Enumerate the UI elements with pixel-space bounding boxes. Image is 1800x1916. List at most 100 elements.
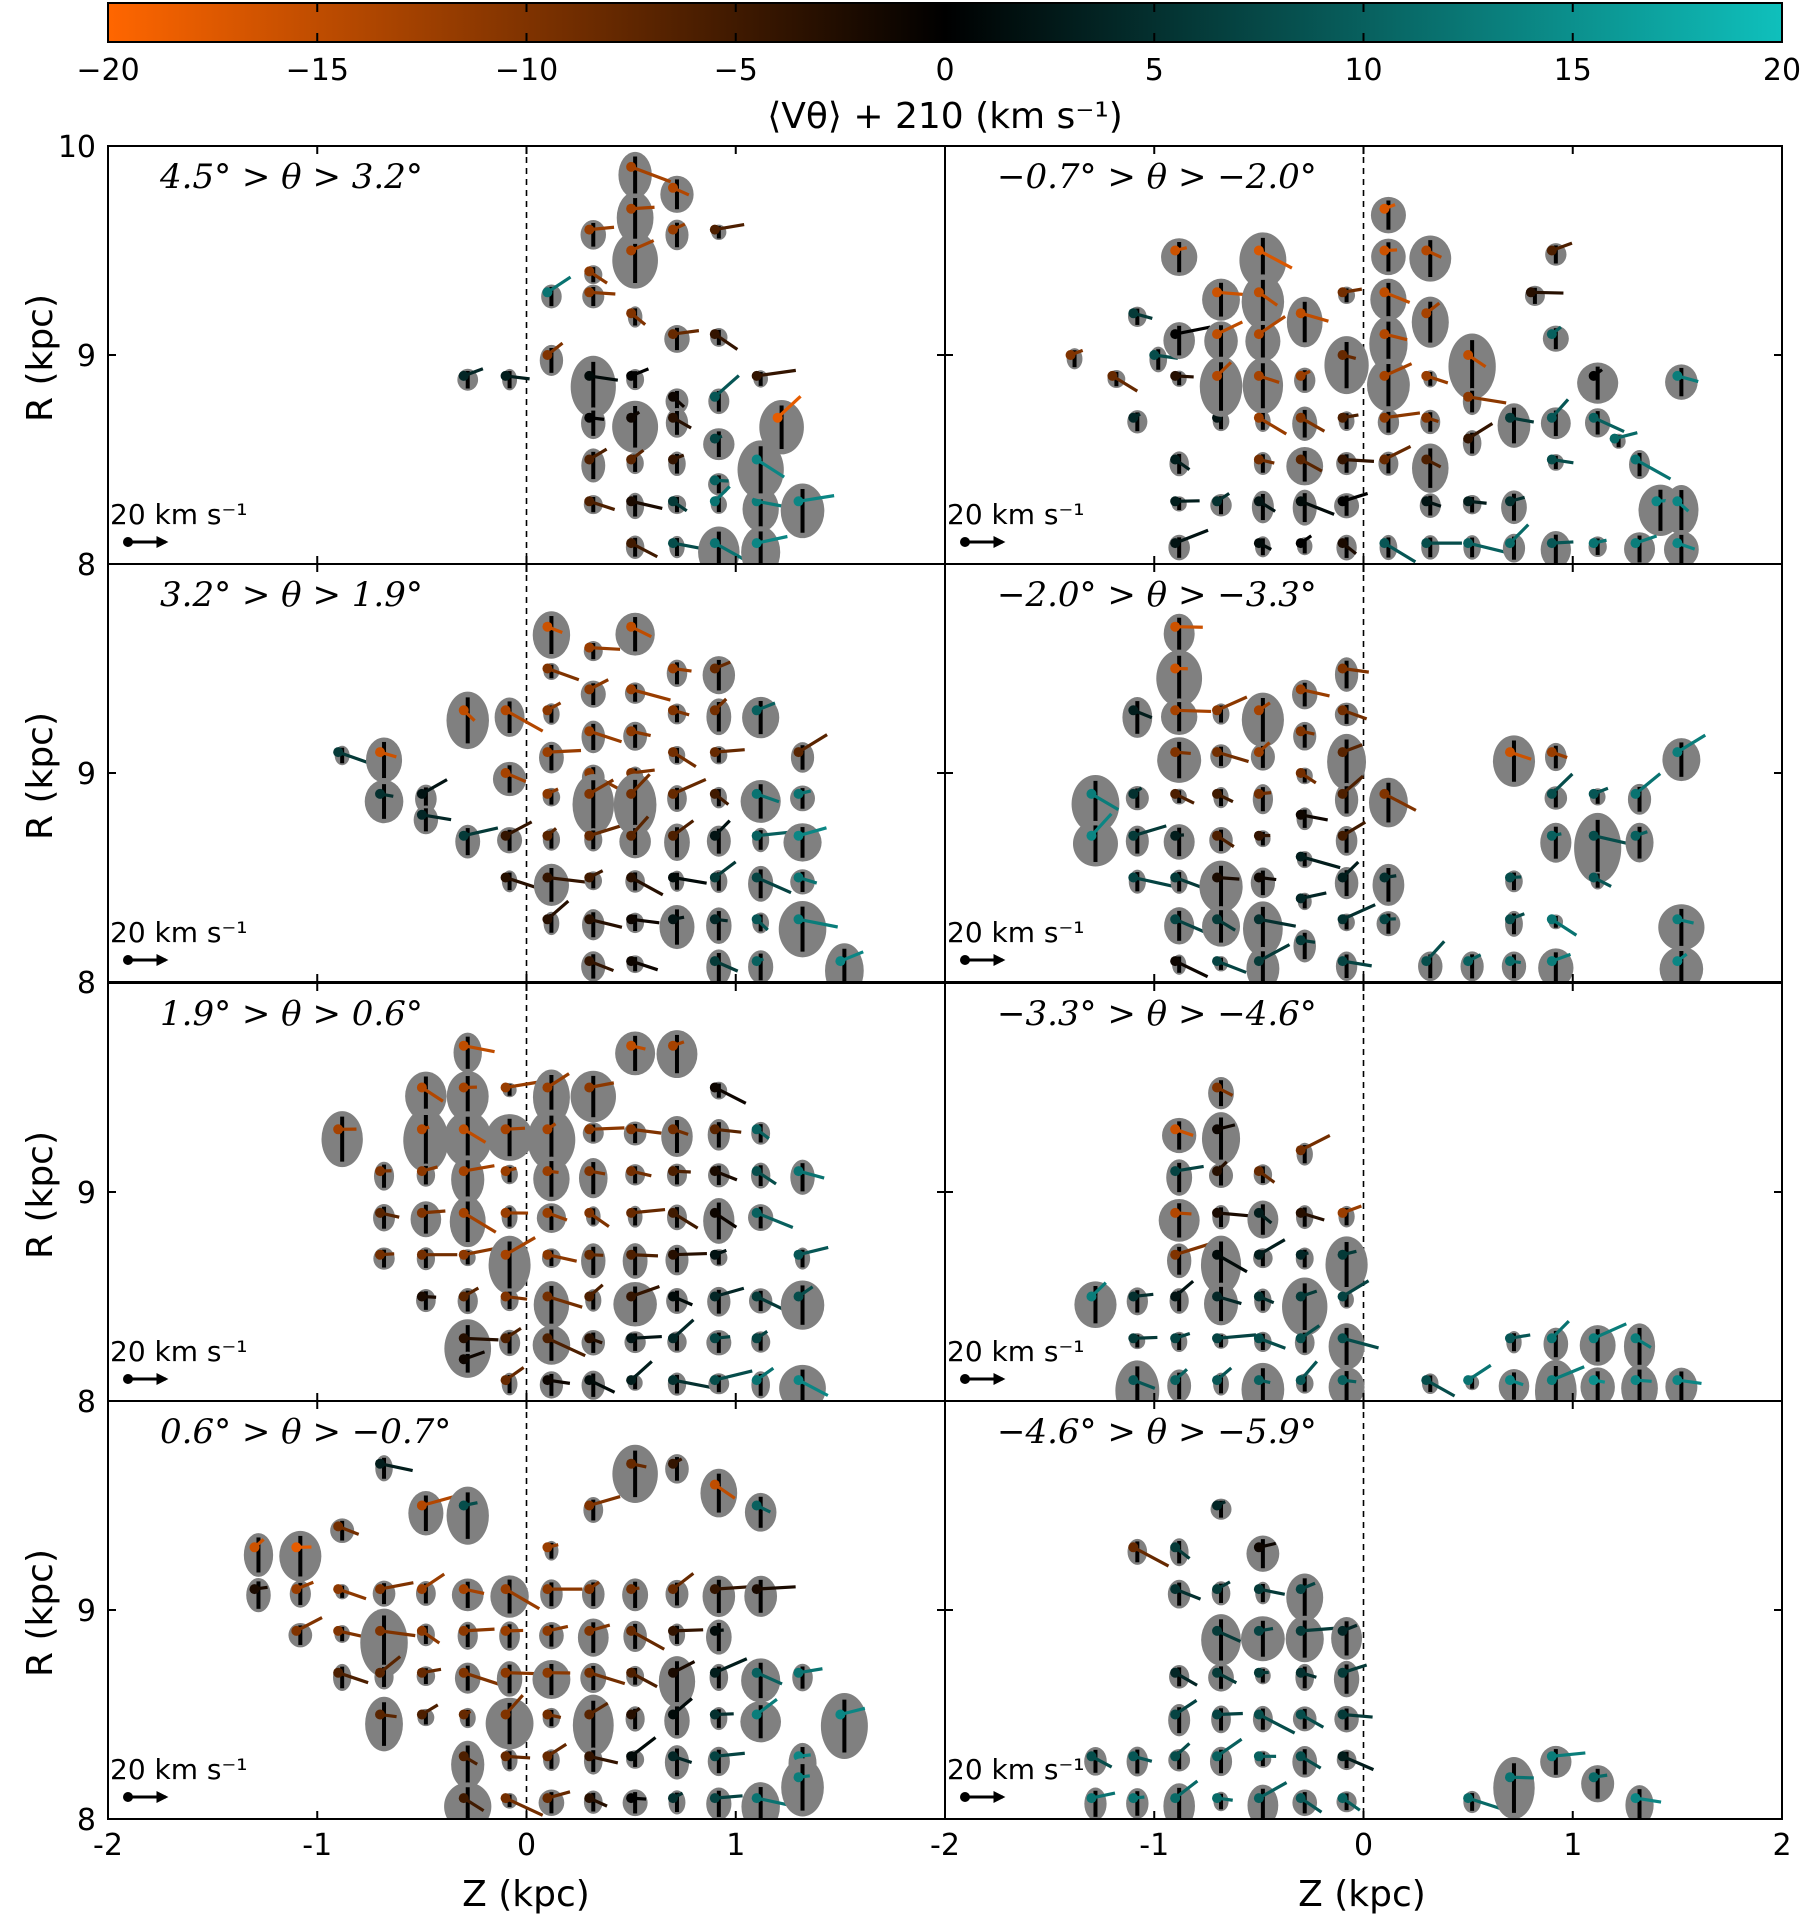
velocity-point-dot bbox=[751, 1793, 762, 1804]
velocity-arrow bbox=[1132, 1545, 1170, 1568]
x-tick-label: 0 bbox=[1354, 1828, 1373, 1863]
velocity-point-dot bbox=[1630, 538, 1641, 549]
velocity-point bbox=[1324, 336, 1369, 395]
velocity-point bbox=[667, 777, 707, 813]
velocity-point-dot bbox=[709, 433, 720, 444]
velocity-arrow bbox=[1300, 1134, 1331, 1152]
velocity-point bbox=[485, 1694, 534, 1750]
velocity-point-dot bbox=[751, 1291, 762, 1302]
velocity-point bbox=[780, 483, 835, 539]
velocity-point bbox=[1125, 786, 1149, 811]
velocity-point bbox=[1246, 943, 1291, 982]
x-tick-label: -1 bbox=[1139, 1828, 1169, 1863]
velocity-point bbox=[626, 367, 650, 391]
velocity-point-dot bbox=[1128, 830, 1139, 841]
velocity-point bbox=[667, 870, 707, 892]
velocity-point-dot bbox=[1212, 1709, 1223, 1720]
velocity-point-dot bbox=[542, 1793, 553, 1804]
velocity-point bbox=[1211, 1705, 1243, 1734]
velocity-point bbox=[1534, 1359, 1585, 1401]
x-tick-label: 1 bbox=[1563, 1828, 1582, 1863]
velocity-point-dot bbox=[1065, 350, 1076, 360]
velocity-point bbox=[1327, 733, 1367, 791]
velocity-point bbox=[372, 1580, 414, 1607]
velocity-point-dot bbox=[709, 872, 720, 883]
velocity-point bbox=[1333, 1660, 1368, 1698]
velocity-point bbox=[582, 284, 616, 309]
velocity-point bbox=[1624, 532, 1658, 564]
velocity-point-dot bbox=[751, 705, 762, 716]
velocity-point-dot bbox=[458, 1625, 469, 1636]
velocity-point-dot bbox=[1504, 496, 1515, 507]
velocity-point bbox=[1336, 1749, 1375, 1772]
velocity-point-dot bbox=[1212, 329, 1223, 340]
velocity-arrow bbox=[714, 1286, 745, 1299]
velocity-point-dot bbox=[709, 1375, 720, 1386]
velocity-point-dot bbox=[1295, 809, 1306, 820]
velocity-arrow bbox=[337, 1671, 369, 1685]
velocity-arrow bbox=[630, 1207, 666, 1215]
velocity-arrow bbox=[588, 1495, 621, 1508]
velocity-point-dot bbox=[291, 1584, 302, 1595]
colorbar-tick-label: −10 bbox=[495, 53, 558, 88]
velocity-point bbox=[581, 951, 615, 982]
velocity-point-dot bbox=[458, 1751, 469, 1762]
velocity-point-dot bbox=[1128, 1793, 1139, 1804]
velocity-point bbox=[581, 720, 623, 754]
velocity-point bbox=[1544, 772, 1574, 810]
velocity-arrow bbox=[631, 1334, 662, 1340]
velocity-point-dot bbox=[1546, 1375, 1557, 1386]
velocity-point-dot bbox=[1463, 391, 1474, 402]
velocity-point bbox=[740, 779, 781, 823]
velocity-point-dot bbox=[1128, 412, 1139, 423]
velocity-point-dot bbox=[1170, 496, 1181, 507]
velocity-point bbox=[449, 1196, 497, 1248]
velocity-point-dot bbox=[751, 538, 762, 549]
velocity-point-dot bbox=[584, 266, 595, 277]
velocity-point-dot bbox=[1170, 1207, 1181, 1218]
velocity-point-dot bbox=[458, 370, 469, 381]
velocity-point-dot bbox=[1253, 1333, 1264, 1344]
velocity-point bbox=[1127, 306, 1153, 327]
velocity-point-dot bbox=[1337, 1751, 1348, 1762]
velocity-point-dot bbox=[584, 1709, 595, 1720]
velocity-point-dot bbox=[667, 830, 678, 841]
velocity-point-dot bbox=[667, 1249, 678, 1260]
velocity-point-dot bbox=[793, 496, 804, 507]
velocity-point bbox=[709, 860, 737, 894]
velocity-point-dot bbox=[1337, 1625, 1348, 1636]
velocity-point-dot bbox=[1253, 245, 1264, 256]
velocity-point-dot bbox=[1170, 872, 1181, 883]
velocity-point bbox=[706, 1787, 743, 1819]
velocity-point-dot bbox=[1379, 287, 1390, 298]
velocity-point bbox=[709, 1248, 728, 1267]
velocity-point-dot bbox=[1128, 1291, 1139, 1302]
scale-label: 20 km s⁻¹ bbox=[110, 916, 248, 949]
velocity-point bbox=[708, 1369, 753, 1395]
velocity-point bbox=[623, 1121, 662, 1146]
velocity-point bbox=[1462, 422, 1494, 457]
velocity-point-dot bbox=[458, 1082, 469, 1093]
velocity-point-dot bbox=[416, 1625, 427, 1636]
velocity-point bbox=[1163, 613, 1203, 654]
velocity-point-dot bbox=[1463, 1375, 1474, 1386]
velocity-point bbox=[665, 1572, 695, 1609]
velocity-point bbox=[333, 1625, 368, 1643]
velocity-point bbox=[667, 1372, 712, 1396]
velocity-arrow bbox=[756, 876, 792, 895]
x-tick-label: -2 bbox=[93, 1828, 123, 1863]
velocity-point-dot bbox=[709, 391, 720, 402]
velocity-point-dot bbox=[1609, 433, 1620, 444]
velocity-point-dot bbox=[542, 350, 553, 360]
velocity-point-dot bbox=[249, 1542, 260, 1553]
velocity-point-dot bbox=[1212, 1584, 1223, 1595]
velocity-point bbox=[1419, 493, 1442, 518]
velocity-point bbox=[451, 1155, 495, 1204]
velocity-point bbox=[373, 1203, 400, 1232]
velocity-point bbox=[500, 1366, 525, 1396]
velocity-point-dot bbox=[667, 663, 678, 674]
velocity-point bbox=[494, 697, 544, 737]
velocity-point-dot bbox=[1212, 830, 1223, 841]
velocity-arrow bbox=[1216, 695, 1248, 712]
